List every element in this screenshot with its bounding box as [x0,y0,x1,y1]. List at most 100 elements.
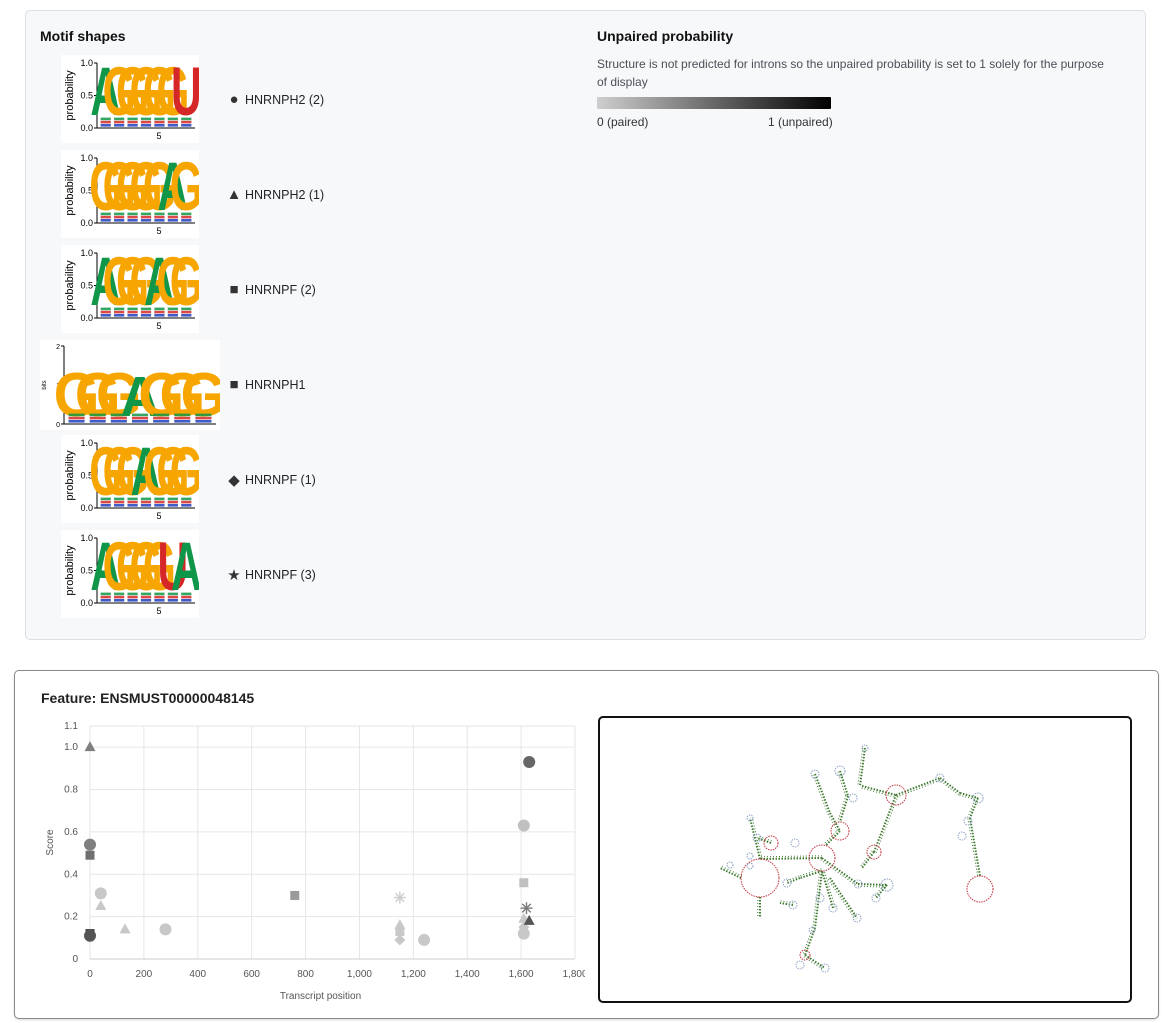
x-tick-label: 1,000 [347,969,372,980]
data-point-circle[interactable] [517,819,530,832]
data-point-star[interactable] [520,902,533,915]
logo-y-tick: 1.0 [80,248,93,258]
sequence-logo-graphic: 210bitsGGGAGGG [42,344,220,429]
y-tick-label: 0.6 [64,827,78,838]
logo-y-tick: 0.0 [80,503,93,513]
x-tick-label: 400 [189,969,206,980]
logo-y-tick: 0.0 [80,218,93,228]
sequence-logo-graphic: 1.00.50.0probability5AGGGAGG [64,245,199,331]
logo-axis-label: bits [42,380,48,389]
motif-logo: 1.00.50.0probability5GGGGGAG [61,150,199,238]
logo-axis-label: probability [64,165,76,216]
data-point-circle[interactable] [523,756,536,769]
logo-axis-label: probability [64,545,76,596]
logo-y-tick: 1.0 [80,58,93,68]
data-point-circle[interactable] [159,923,172,936]
motif-shape-icon: ■ [229,376,239,393]
motif-shape-icon: ★ [227,567,241,584]
score-scatter-chart[interactable]: 0 200 400 600 800 1,000 1,200 1,400 1,600 1,800 0 0… [35,716,585,1006]
unpaired-probability-title: Unpaired probability [597,28,734,44]
unpaired-description: Structure is not predicted for introns s… [597,57,1104,89]
sequence-logo-graphic: 1.00.50.0probability5GGGAGGG [64,435,199,521]
logo-y-tick: 0.5 [80,566,93,576]
x-tick-label: 600 [243,969,260,980]
motif-name: HNRNPF (3) [245,568,316,582]
data-point-triangle[interactable] [84,741,96,752]
motif-logo: 1.0 0.5 0.0 probability 5 A G G G G U A [61,530,199,618]
data-point-square[interactable] [519,878,529,888]
data-point-triangle[interactable] [95,900,107,911]
data-point-circle[interactable] [517,927,530,940]
data-point-triangle[interactable] [523,914,535,925]
logo-y-tick: 1.0 [80,153,93,163]
x-tick-label: 200 [136,969,153,980]
logo-y-tick: 0.5 [80,91,93,101]
x-tick-label: 1,200 [401,969,426,980]
feature-title: Feature: ENSMUST00000048145 [41,690,255,706]
y-tick-label: 0 [72,954,78,965]
data-point-triangle[interactable] [119,923,131,934]
motif-shapes-title: Motif shapes [40,28,126,44]
data-point-circle[interactable] [84,838,96,851]
motif-shape-icon: ◆ [228,472,240,489]
y-tick-label: 1.1 [64,721,78,732]
motif-logo: 1.00.50.0probability5AGGGAGG [61,245,199,333]
motif-legend-item: ■ HNRNPH1 [225,376,305,393]
logo-y-tick: 1.0 [80,533,93,543]
x-tick-label: 1,400 [455,969,480,980]
motif-shape-icon: ● [229,91,239,108]
data-point-square[interactable] [395,926,405,936]
motif-shape-icon: ■ [229,281,239,298]
motif-name: HNRNPH2 (2) [245,92,325,107]
logo-x-tick: 5 [156,226,161,236]
logo-y-tick: 1 [56,383,60,390]
logo-x-tick: 5 [156,511,161,521]
data-point-square[interactable] [290,890,300,900]
logo-axis-label: probability [64,450,76,501]
logo-y-tick: 0.5 [80,186,93,196]
motif-shape-icon: ▲ [226,186,242,203]
motif-legend-item: ★ HNRNPF (3) [225,566,316,584]
data-point-circle[interactable] [84,929,96,942]
logo-y-tick: 1.0 [80,438,93,448]
x-tick-label: 800 [297,969,314,980]
motif-panel: Motif shapes Unpaired probability Struct… [25,10,1146,640]
data-point-star[interactable] [393,891,406,904]
x-tick-label: 0 [87,969,93,980]
logo-y-tick: 2 [56,344,60,351]
y-tick-label: 0.4 [64,869,78,880]
motif-name: HNRNPH2 (1) [245,187,325,202]
motif-name: HNRNPH1 [245,377,306,392]
motif-legend-item: ▲ HNRNPH2 (1) [225,186,325,203]
logo-y-tick: 0.5 [80,471,93,481]
logo-y-tick: 0.5 [80,281,93,291]
logo-axis-label: probability [64,70,76,121]
logo-x-tick: 5 [156,321,161,331]
y-tick-label: 0.8 [64,785,78,796]
gradient-max-label: 1 (unpaired) [768,115,833,129]
x-tick-label: 1,800 [562,969,585,980]
motif-legend-item: ● HNRNPH2 (2) [225,91,324,108]
data-point-triangle[interactable] [394,919,406,930]
rna-structure-viewer[interactable] [598,716,1132,1003]
data-point-circle[interactable] [418,933,431,946]
data-point-diamond[interactable] [394,934,406,946]
x-axis-label: Transcript position [280,991,361,1002]
unpaired-gradient-bar [597,97,831,109]
motif-logo: 1.0 0.5 0.0 probability 5 A G G G G G U [61,55,199,143]
y-tick-label: 0.2 [64,912,78,923]
data-point-square[interactable] [85,850,95,860]
logo-y-tick: 0.0 [80,598,93,608]
motif-legend-item: ◆ HNRNPF (1) [225,471,316,489]
motif-legend-item: ■ HNRNPF (2) [225,281,315,298]
gradient-min-label: 0 (paired) [597,115,649,129]
logo-y-tick: 0.0 [80,313,93,323]
logo-x-tick: 5 [156,131,161,141]
y-axis-label: Score [45,829,56,856]
motif-logo: 210bitsGGGAGGG [40,340,220,430]
data-point-circle[interactable] [94,887,107,900]
x-tick-label: 1,600 [509,969,534,980]
rna-structure-graphic [719,744,994,973]
